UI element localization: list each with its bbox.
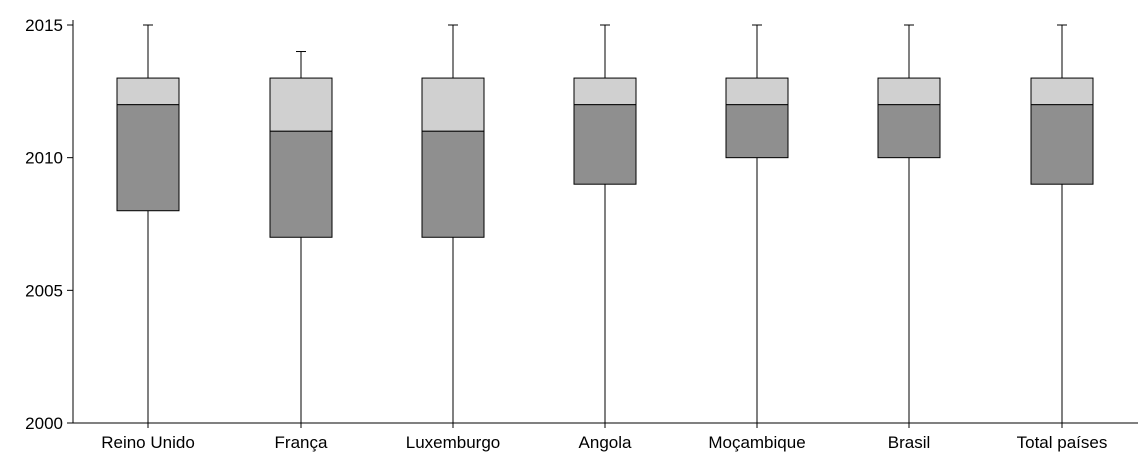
box-moçambique [725, 24, 789, 428]
y-axis-ticks: 2000 2005 2010 2015 [25, 16, 73, 433]
y-tick-label: 2015 [25, 16, 63, 35]
x-tick-label: Total países [1017, 433, 1108, 452]
y-tick-label: 2000 [25, 414, 63, 433]
upper-box [421, 77, 485, 132]
x-tick-label: Brasil [888, 433, 931, 452]
lower-box [1030, 104, 1094, 185]
lower-box [116, 104, 180, 212]
x-tick-label: Luxemburgo [406, 433, 501, 452]
box-brasil [877, 24, 941, 428]
upper-box [725, 77, 789, 106]
upper-box [269, 77, 333, 132]
lower-box [725, 104, 789, 159]
y-tick-label: 2010 [25, 149, 63, 168]
box-angola [573, 24, 637, 428]
lower-box [573, 104, 637, 185]
y-tick-label: 2005 [25, 281, 63, 300]
upper-box [116, 77, 180, 106]
lower-box [269, 130, 333, 238]
upper-box [877, 77, 941, 106]
box-total-países [1030, 24, 1094, 428]
upper-box [573, 77, 637, 106]
box-frança [269, 51, 333, 428]
lower-box [877, 104, 941, 159]
x-tick-label: Angola [579, 433, 632, 452]
boxes [116, 24, 1094, 428]
x-tick-label: França [275, 433, 328, 452]
lower-box [421, 130, 485, 238]
x-tick-label: Moçambique [708, 433, 805, 452]
box-luxemburgo [421, 24, 485, 428]
x-axis-labels: Reino Unido França Luxemburgo Angola Moçambi… [101, 433, 1107, 452]
upper-box [1030, 77, 1094, 106]
x-tick-label: Reino Unido [101, 433, 195, 452]
box-reino-unido [116, 24, 180, 428]
